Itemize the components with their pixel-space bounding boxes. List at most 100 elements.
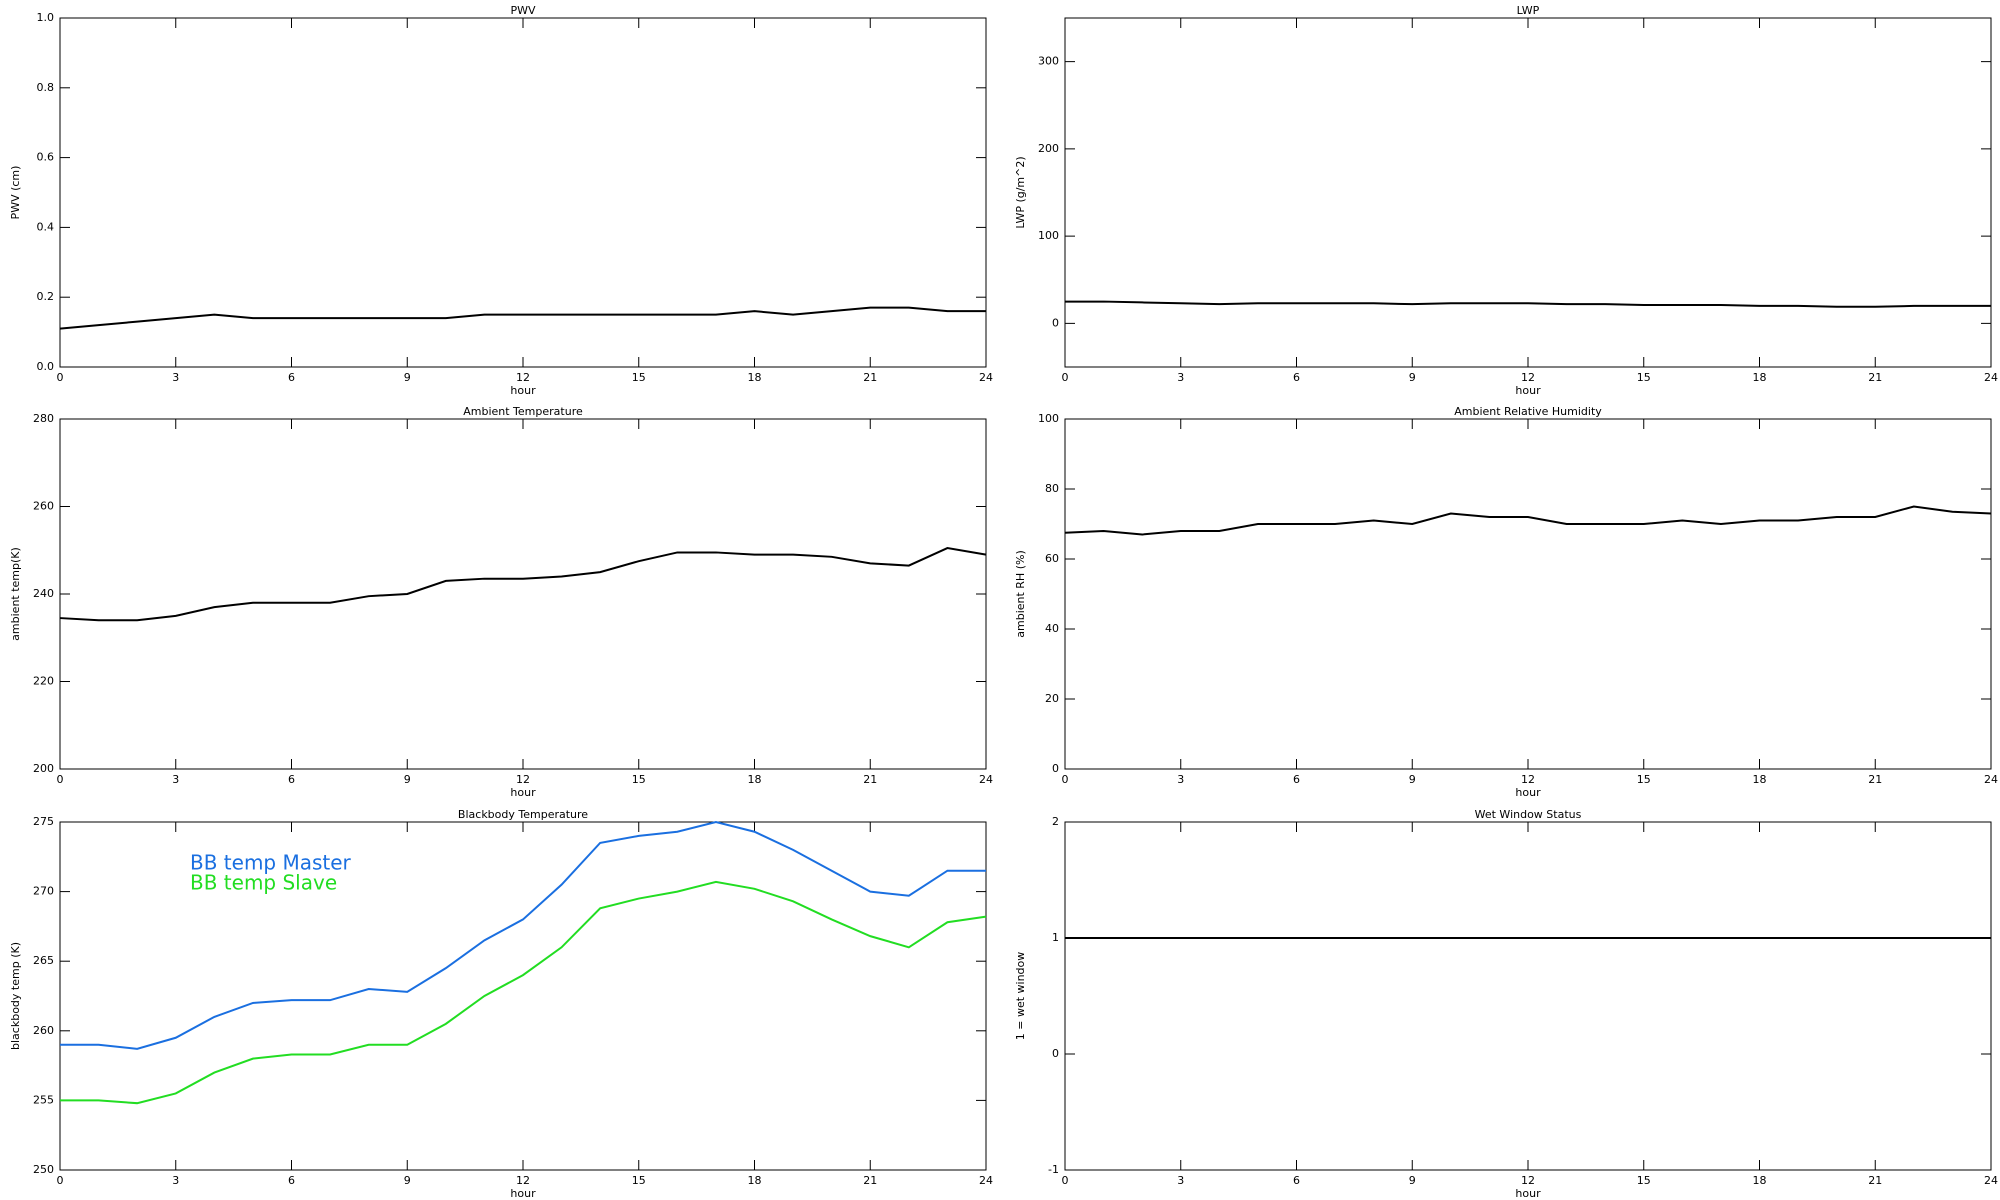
x-tick-label: 3 — [172, 1174, 179, 1187]
x-tick-label: 15 — [1637, 773, 1651, 786]
x-tick-label: 21 — [1868, 1174, 1882, 1187]
x-tick-label: 12 — [516, 1174, 530, 1187]
plot-frame — [1064, 418, 1992, 770]
y-tick-label: 100 — [1038, 229, 1059, 242]
x-tick-label: 0 — [57, 773, 64, 786]
y-tick-label: 2 — [1052, 815, 1059, 828]
x-tick-label: 9 — [404, 773, 411, 786]
y-axis-label: 1 = wet window — [1014, 952, 1027, 1041]
chart-title: LWP — [1517, 4, 1540, 17]
x-tick-label: 18 — [748, 773, 762, 786]
y-tick-label: 0.4 — [37, 220, 55, 233]
y-tick-label: 260 — [33, 1024, 54, 1037]
chart-title: Blackbody Temperature — [458, 808, 588, 821]
x-tick-label: 12 — [1521, 773, 1535, 786]
x-tick-label: 9 — [404, 371, 411, 384]
chart-title: PWV — [510, 4, 536, 17]
y-tick-label: 200 — [33, 762, 54, 775]
x-tick-label: 9 — [1409, 371, 1416, 384]
x-tick-label: 6 — [288, 371, 295, 384]
x-axis-label: hour — [510, 1187, 536, 1200]
x-tick-label: 21 — [863, 1174, 877, 1187]
y-tick-label: 250 — [33, 1163, 54, 1176]
y-tick-label: 40 — [1045, 622, 1059, 635]
x-tick-label: 18 — [748, 1174, 762, 1187]
x-tick-label: 24 — [979, 1174, 993, 1187]
y-axis-label: ambient temp(K) — [9, 547, 22, 641]
x-tick-label: 12 — [1521, 371, 1535, 384]
y-tick-label: 0 — [1052, 762, 1059, 775]
y-tick-label: -1 — [1048, 1163, 1059, 1176]
y-tick-label: 255 — [33, 1093, 54, 1106]
y-tick-label: 0 — [1052, 316, 1059, 329]
x-axis-label: hour — [1515, 786, 1541, 799]
x-tick-label: 6 — [1293, 371, 1300, 384]
x-axis-label: hour — [1515, 1187, 1541, 1200]
x-tick-label: 15 — [632, 1174, 646, 1187]
y-tick-label: 1 — [1052, 931, 1059, 944]
x-tick-label: 18 — [1753, 371, 1767, 384]
y-tick-label: 0.6 — [37, 151, 55, 164]
legend-entry: BB temp Master — [190, 851, 352, 875]
legend-entry: BB temp Slave — [190, 871, 337, 895]
x-tick-label: 21 — [863, 371, 877, 384]
x-tick-label: 0 — [1062, 773, 1069, 786]
y-tick-label: 300 — [1038, 55, 1059, 68]
x-tick-label: 0 — [57, 371, 64, 384]
chart-title: Ambient Relative Humidity — [1454, 405, 1602, 418]
x-tick-label: 24 — [979, 371, 993, 384]
y-axis-label: blackbody temp (K) — [9, 942, 22, 1050]
y-tick-label: 260 — [33, 500, 54, 513]
x-tick-label: 3 — [172, 371, 179, 384]
x-axis-label: hour — [510, 786, 536, 799]
x-tick-label: 18 — [1753, 773, 1767, 786]
plot-frame — [1064, 17, 1992, 368]
data-line — [60, 820, 986, 1050]
x-tick-label: 6 — [1293, 1174, 1300, 1187]
data-line — [60, 880, 987, 1105]
y-axis-label: LWP (g/m^2) — [1014, 156, 1027, 228]
x-tick-label: 15 — [1637, 1174, 1651, 1187]
data-line — [1065, 300, 1991, 308]
y-tick-label: 0.0 — [37, 360, 55, 373]
y-axis-label: ambient RH (%) — [1014, 550, 1027, 638]
x-tick-label: 15 — [1637, 371, 1651, 384]
x-tick-label: 6 — [288, 1174, 295, 1187]
x-tick-label: 24 — [1984, 371, 1998, 384]
y-tick-label: 265 — [33, 954, 54, 967]
x-tick-label: 12 — [516, 371, 530, 384]
y-tick-label: 270 — [33, 885, 54, 898]
y-tick-label: 20 — [1045, 692, 1059, 705]
x-tick-label: 6 — [1293, 773, 1300, 786]
x-tick-label: 0 — [1062, 1174, 1069, 1187]
x-tick-label: 18 — [748, 371, 762, 384]
data-line — [1064, 505, 1992, 536]
y-tick-label: 280 — [33, 412, 54, 425]
x-axis-label: hour — [1515, 384, 1541, 397]
x-tick-label: 3 — [172, 773, 179, 786]
y-tick-label: 220 — [33, 675, 54, 688]
x-tick-label: 0 — [1062, 371, 1069, 384]
y-tick-label: 60 — [1045, 552, 1059, 565]
y-axis-label: PWV (cm) — [9, 166, 22, 220]
x-tick-label: 9 — [1409, 773, 1416, 786]
y-tick-label: 80 — [1045, 482, 1059, 495]
x-tick-label: 9 — [1409, 1174, 1416, 1187]
x-tick-label: 12 — [1521, 1174, 1535, 1187]
data-line — [59, 306, 986, 330]
x-tick-label: 0 — [57, 1174, 64, 1187]
x-tick-label: 21 — [1868, 773, 1882, 786]
y-tick-label: 0 — [1052, 1047, 1059, 1060]
x-tick-label: 9 — [404, 1174, 411, 1187]
x-tick-label: 12 — [516, 773, 530, 786]
y-tick-label: 0.2 — [37, 290, 55, 303]
x-tick-label: 6 — [288, 773, 295, 786]
y-tick-label: 240 — [33, 587, 54, 600]
y-tick-label: 275 — [33, 815, 54, 828]
data-line — [59, 547, 987, 622]
x-tick-label: 21 — [863, 773, 877, 786]
x-tick-label: 3 — [1177, 773, 1184, 786]
x-tick-label: 24 — [979, 773, 993, 786]
y-tick-label: 200 — [1038, 142, 1059, 155]
